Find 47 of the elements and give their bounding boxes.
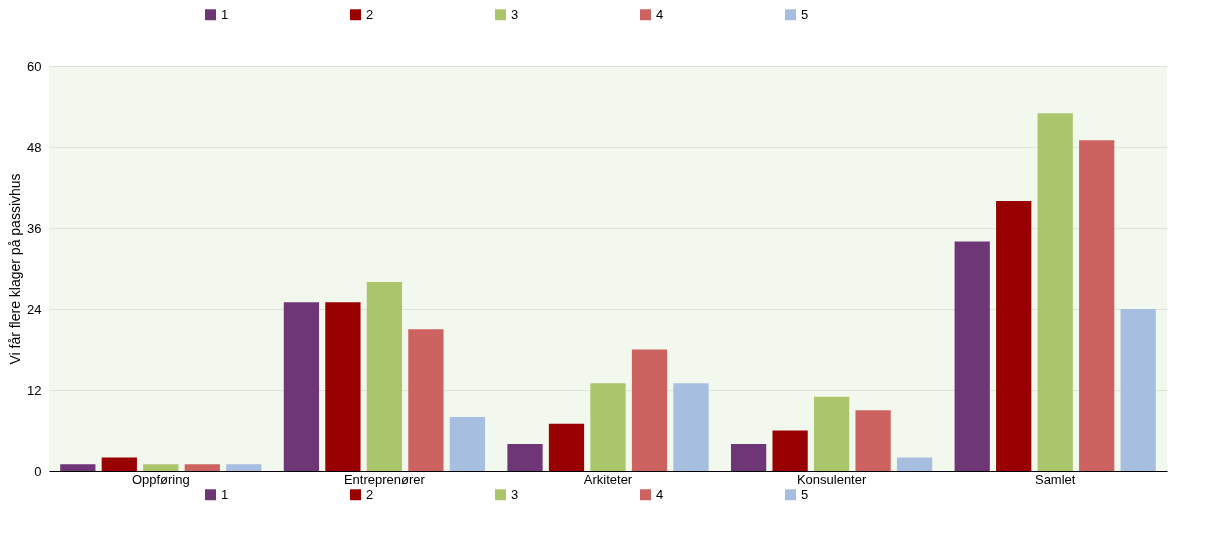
bar <box>1120 309 1156 471</box>
bar <box>813 396 850 471</box>
bar <box>1037 113 1073 471</box>
bar <box>730 444 767 471</box>
bar <box>1079 140 1115 471</box>
text: 2 <box>366 6 374 22</box>
text: 1 <box>221 6 229 22</box>
y-tick-label: 24 <box>27 301 42 317</box>
bar <box>507 444 543 471</box>
legend-label: 4 <box>656 486 664 502</box>
y-tick-label: 48 <box>27 139 42 155</box>
bar <box>101 457 137 471</box>
bar <box>226 464 262 471</box>
bar <box>896 457 933 471</box>
y-axis-title: Vi får flere klager på passivhus <box>7 173 24 365</box>
text: 3 <box>511 6 519 22</box>
bar <box>283 302 320 471</box>
bar <box>325 302 361 471</box>
bar <box>954 241 990 471</box>
text: 5 <box>801 6 809 22</box>
legend-label: 3 <box>511 486 519 502</box>
y-tick-label: 0 <box>34 463 42 479</box>
x-tick-label: Oppføring <box>131 471 190 487</box>
x-tick-label: Samlet <box>1034 471 1076 487</box>
bar <box>143 464 179 471</box>
x-tick-label: Entreprenører <box>343 471 426 487</box>
bar <box>590 383 626 471</box>
y-tick-label: 36 <box>27 220 42 236</box>
legend-label: 2 <box>366 486 374 502</box>
bar <box>408 329 444 471</box>
bar <box>184 464 220 471</box>
x-tick-label: Konsulenter <box>796 471 867 487</box>
bar <box>60 464 96 471</box>
x-tick-label: Arkiteter <box>583 471 633 487</box>
bar <box>631 349 668 471</box>
y-tick-label: 12 <box>27 382 42 398</box>
legend-label: 1 <box>221 486 229 502</box>
bar <box>772 430 808 471</box>
bar <box>673 383 709 471</box>
bar <box>366 282 403 471</box>
legend-label: 5 <box>801 486 809 502</box>
bar <box>449 417 486 471</box>
bar <box>548 423 585 471</box>
bar <box>855 410 891 471</box>
y-tick-label: 60 <box>27 58 42 74</box>
bar <box>996 201 1032 471</box>
text: 4 <box>656 6 664 22</box>
